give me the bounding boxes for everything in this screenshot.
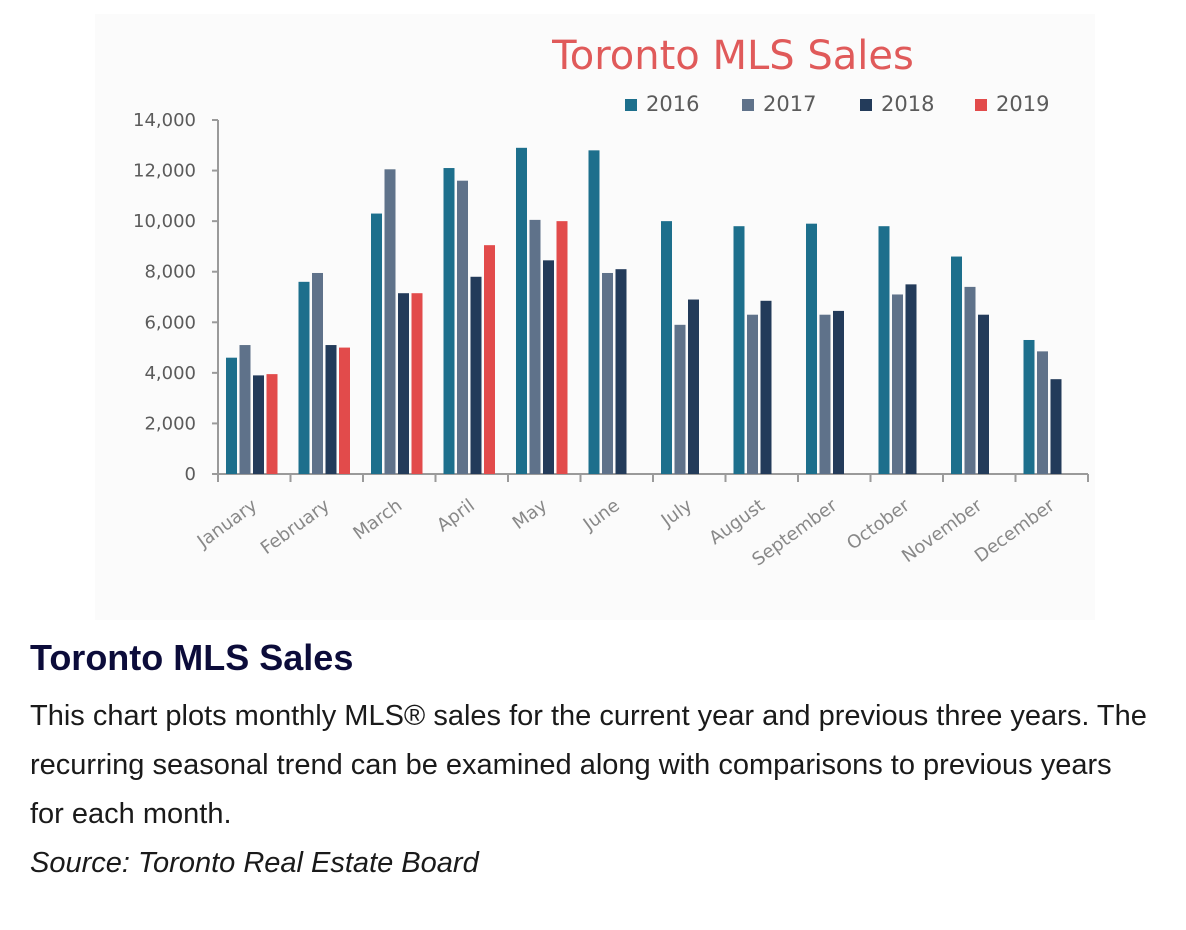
y-tick-label: 0 [185, 464, 196, 485]
bar-2018-december [1050, 379, 1062, 474]
bar-2019-march [411, 293, 423, 474]
bar-2018-june [615, 269, 627, 474]
legend-label-2016: 2016 [646, 92, 699, 116]
x-category-label: December [971, 495, 1059, 567]
bar-2016-july [661, 221, 672, 474]
bar-2018-may [543, 260, 554, 474]
caption-description: This chart plots monthly MLS® sales for … [30, 700, 1147, 830]
bar-2018-september [833, 310, 844, 474]
x-category-label: November [898, 495, 987, 567]
legend-label-2017: 2017 [763, 92, 816, 116]
bar-2017-august [747, 314, 758, 474]
bar-2018-february [325, 345, 337, 474]
bar-2017-december [1037, 351, 1048, 474]
bar-2017-april [457, 180, 468, 474]
bar-2017-may [529, 219, 541, 474]
legend-label-2019: 2019 [996, 92, 1049, 116]
caption-source: Source: Toronto Real Estate Board [30, 847, 479, 879]
bar-2016-august [733, 226, 745, 474]
bar-2016-october [878, 226, 890, 474]
chart-title: Toronto MLS Sales [551, 33, 914, 79]
bar-2018-march [398, 293, 409, 474]
bar-2019-february [339, 347, 350, 474]
bar-2017-march [384, 169, 396, 475]
legend-swatch-2016 [625, 99, 637, 111]
bar-2017-october [892, 294, 903, 474]
bar-2018-august [760, 300, 772, 474]
y-tick-label: 10,000 [133, 211, 196, 232]
bar-2017-february [312, 272, 323, 474]
chart-caption: Toronto MLS Sales This chart plots month… [30, 634, 1150, 888]
x-category-label: August [705, 495, 768, 549]
x-category-label: April [433, 495, 479, 536]
bar-2019-may [556, 221, 568, 474]
y-tick-label: 2,000 [144, 413, 196, 434]
bar-2017-june [602, 272, 613, 474]
chart-bars [226, 147, 1062, 475]
bar-2017-september [819, 314, 831, 474]
bar-2016-june [588, 150, 600, 475]
bar-2018-november [978, 314, 989, 474]
bar-2016-december [1023, 339, 1035, 474]
x-category-label: June [579, 495, 624, 536]
y-tick-label: 6,000 [144, 312, 196, 333]
y-tick-label: 4,000 [144, 363, 196, 384]
bar-2018-april [470, 276, 482, 474]
bar-2018-october [905, 284, 917, 474]
chart-figure: Toronto MLS Sales 2016 2017 2018 2019 0 2,00… [95, 14, 1095, 620]
y-tick-label: 8,000 [144, 262, 196, 283]
bar-2016-september [806, 223, 817, 474]
y-tick-label: 14,000 [133, 110, 196, 131]
bar-2017-november [964, 286, 976, 474]
y-tick-label: 12,000 [133, 161, 196, 182]
bar-2019-april [484, 245, 495, 474]
legend-swatch-2017 [742, 99, 754, 111]
bar-2016-february [298, 281, 310, 474]
x-category-label: July [657, 495, 697, 532]
bar-2016-april [443, 168, 455, 475]
bar-2017-july [674, 324, 686, 474]
bar-2016-may [516, 147, 527, 475]
legend-swatch-2018 [860, 99, 872, 111]
bar-2016-november [951, 256, 962, 474]
chart-legend: 2016 2017 2018 2019 [625, 92, 1049, 116]
legend-swatch-2019 [975, 99, 987, 111]
bar-2016-march [371, 213, 382, 475]
x-category-label: May [509, 495, 552, 534]
bar-2018-january [253, 375, 264, 474]
bar-2016-january [226, 357, 237, 474]
bar-2017-january [239, 345, 251, 474]
x-category-label: February [257, 495, 334, 559]
chart-svg: Toronto MLS Sales 2016 2017 2018 2019 0 2,00… [133, 33, 1089, 571]
caption-title: Toronto MLS Sales [30, 637, 354, 678]
x-category-label: March [349, 495, 406, 544]
bar-2018-july [688, 299, 699, 474]
legend-label-2018: 2018 [881, 92, 934, 116]
bar-2019-january [266, 374, 278, 474]
x-category-label: January [193, 495, 262, 553]
